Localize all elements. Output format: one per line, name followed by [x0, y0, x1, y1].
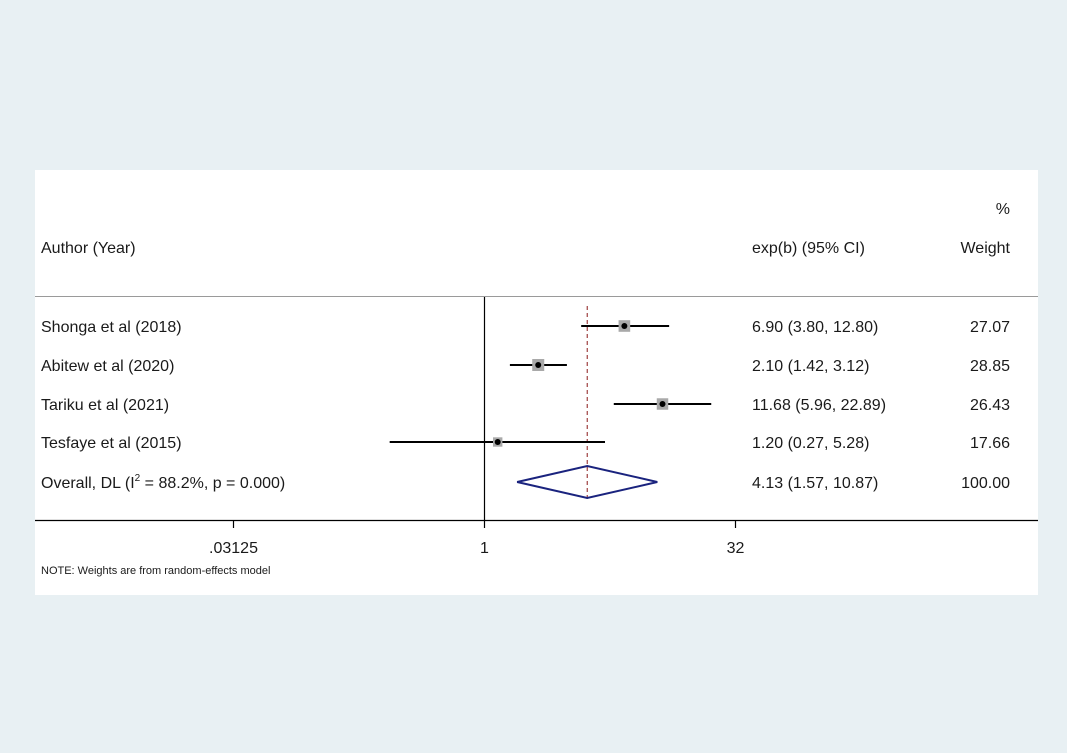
forest-plot: Author (Year) exp(b) (95% CI) % Weight S… — [35, 201, 1038, 577]
x-tick-label: 32 — [727, 540, 745, 557]
weight-value: 27.07 — [970, 319, 1010, 336]
weight-column-header: Weight — [960, 240, 1010, 257]
effect-ci-value: 2.10 (1.42, 3.12) — [752, 358, 869, 375]
weight-column-header-percent: % — [996, 201, 1010, 218]
footnote: NOTE: Weights are from random-effects mo… — [41, 565, 270, 577]
overall-weight-value: 100.00 — [961, 475, 1010, 492]
weight-value: 28.85 — [970, 358, 1010, 375]
overall-diamond — [516, 464, 658, 500]
table-header: Author (Year) exp(b) (95% CI) % Weight — [41, 201, 1011, 257]
overall-effect-ci-value: 4.13 (1.57, 10.87) — [752, 475, 878, 492]
study-rows: Shonga et al (2018) 6.90 (3.80, 12.80) 27.… — [41, 306, 1010, 500]
effect-ci-value: 11.68 (5.96, 22.89) — [752, 397, 886, 414]
overall-label-prefix: Overall, DL (I — [41, 475, 135, 492]
overall-row: Overall, DL (I2 = 88.2%, p = 0.000) 4.13 … — [41, 464, 1010, 500]
effect-ci-value: 1.20 (0.27, 5.28) — [752, 435, 869, 452]
x-axis-ticks: .03125 1 32 — [209, 521, 745, 557]
effect-ci-value: 6.90 (3.80, 12.80) — [752, 319, 878, 336]
point-estimate-marker — [535, 362, 542, 368]
x-tick-label: 1 — [480, 540, 489, 557]
table-row: Abitew et al (2020) 2.10 (1.42, 3.12) 28.8… — [41, 358, 1010, 375]
overall-label-suffix: = 88.2%, p = 0.000) — [140, 475, 285, 492]
overall-label-superscript: 2 — [135, 473, 141, 484]
study-column-header: Author (Year) — [41, 240, 136, 257]
effect-column-header: exp(b) (95% CI) — [752, 240, 865, 257]
point-estimate-marker — [494, 439, 501, 445]
point-estimate-marker — [659, 401, 666, 407]
table-row: Tesfaye et al (2015) 1.20 (0.27, 5.28) 17.… — [41, 435, 1010, 452]
study-label: Abitew et al (2020) — [41, 358, 174, 375]
table-row: Shonga et al (2018) 6.90 (3.80, 12.80) 27.… — [41, 319, 1010, 336]
weight-value: 26.43 — [970, 397, 1010, 414]
weight-value: 17.66 — [970, 435, 1010, 452]
study-label: Tariku et al (2021) — [41, 397, 169, 414]
overall-label: Overall, DL (I2 = 88.2%, p = 0.000) — [41, 473, 285, 492]
x-tick-label: .03125 — [209, 540, 258, 557]
point-estimate-marker — [621, 323, 628, 329]
study-label: Tesfaye et al (2015) — [41, 435, 182, 452]
study-label: Shonga et al (2018) — [41, 319, 182, 336]
table-row: Tariku et al (2021) 11.68 (5.96, 22.89) 26… — [41, 397, 1010, 414]
forest-plot-panel: Author (Year) exp(b) (95% CI) % Weight S… — [35, 170, 1038, 595]
